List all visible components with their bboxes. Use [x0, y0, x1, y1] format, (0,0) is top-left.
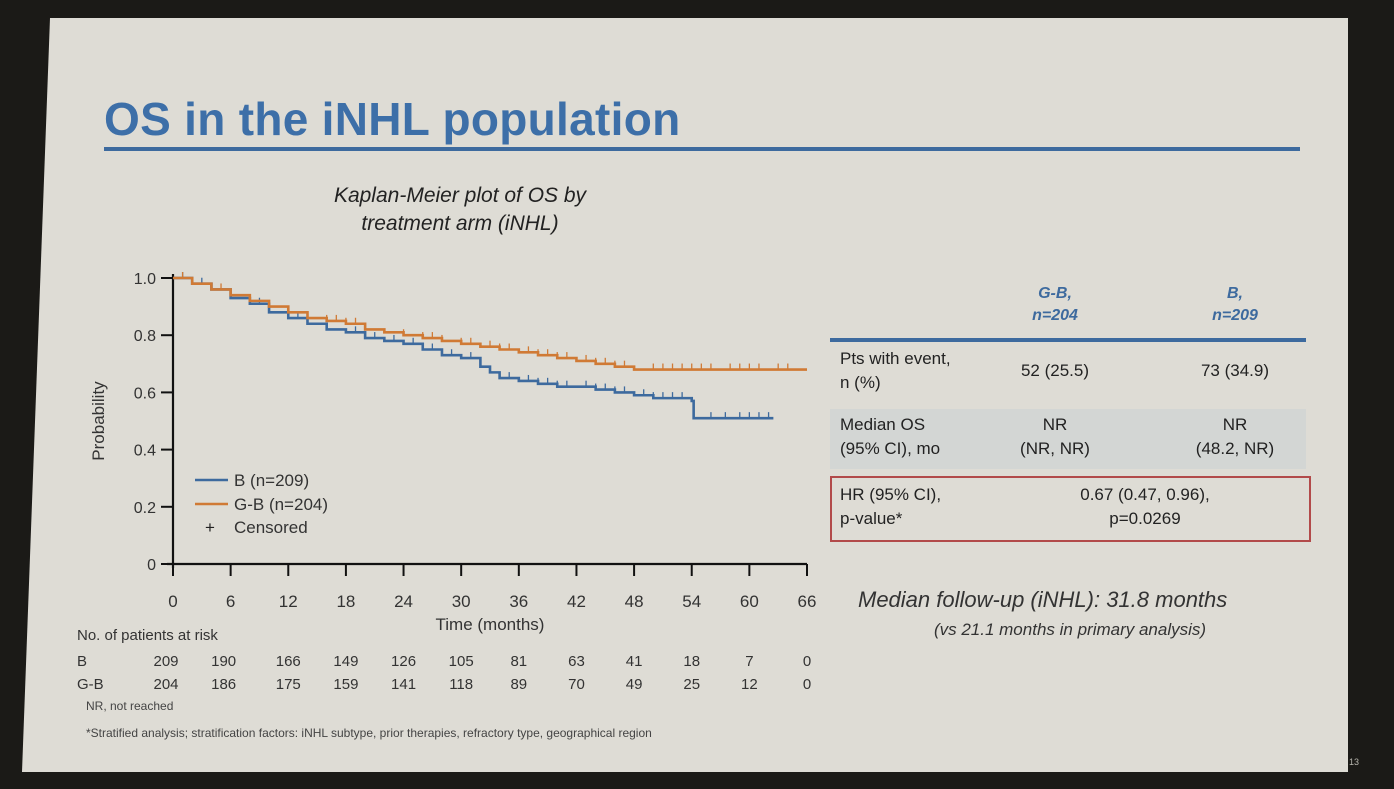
row-events-label-line1: Pts with event,	[840, 349, 951, 368]
column-header-b: B, n=209	[1160, 283, 1310, 327]
x-tick-label: 24	[394, 592, 413, 611]
risk-value: 7	[745, 653, 754, 670]
risk-value: 204	[153, 676, 179, 693]
risk-value: 149	[333, 653, 359, 670]
row-events-label-line2: n (%)	[840, 373, 881, 392]
y-tick-label: 0.2	[134, 500, 156, 517]
x-tick-label: 42	[567, 592, 586, 611]
risk-value: 209	[153, 653, 179, 670]
legend-label: Censored	[234, 518, 308, 537]
row-events-gb: 52 (25.5)	[1020, 361, 1090, 380]
chart-title-line-2: treatment arm (iNHL)	[361, 212, 559, 235]
column-header-b-line1: B,	[1227, 285, 1243, 302]
risk-value: 89	[510, 676, 528, 693]
risk-value: 49	[625, 676, 643, 693]
row-events-label: Pts with event, n (%)	[840, 347, 951, 395]
y-tick-label: 0.8	[134, 328, 156, 345]
risk-value: 118	[449, 676, 474, 693]
title-rule	[104, 147, 1300, 151]
x-tick-label: 36	[509, 592, 528, 611]
row-hr-label-line1: HR (95% CI),	[840, 485, 942, 504]
risk-value: 141	[391, 676, 417, 693]
column-header-gb-line1: G-B,	[1038, 285, 1072, 302]
row-median-b-value: NR	[1222, 415, 1248, 434]
footnote-stratified: *Stratified analysis; stratification fac…	[86, 726, 652, 740]
slide-title: OS in the iNHL population	[104, 93, 681, 145]
row-hr-value-line2: p=0.0269	[1109, 509, 1181, 528]
survival-curve	[173, 276, 807, 371]
risk-row-label-b: B	[77, 653, 88, 670]
chart-title: Kaplan-Meier plot of OS by treatment arm…	[270, 182, 650, 238]
x-tick-label: 60	[740, 592, 759, 611]
footnote-nr: NR, not reached	[86, 699, 174, 713]
legend-label: B (n=209)	[234, 471, 309, 490]
legend: B (n=209) G-B (n=204) + Censored	[195, 471, 328, 537]
risk-table-header: No. of patients at risk	[77, 627, 218, 644]
x-tick-label: 6	[226, 592, 235, 611]
y-tick-label: 0.4	[134, 443, 156, 460]
legend-censor-symbol: +	[205, 518, 215, 537]
risk-value: 105	[448, 653, 474, 670]
risk-value: 186	[211, 676, 237, 693]
hr-highlight-box	[830, 476, 1311, 542]
row-median-gb-ci: (NR, NR)	[1020, 439, 1090, 458]
series-layer	[173, 272, 807, 420]
series-gb	[173, 272, 807, 371]
row-median-gb: NR (NR, NR)	[980, 413, 1130, 461]
column-header-b-line2: n=209	[1212, 307, 1258, 324]
risk-value: 190	[211, 653, 237, 670]
median-followup-note: (vs 21.1 months in primary analysis)	[933, 620, 1207, 639]
risk-value: 81	[510, 653, 528, 670]
row-hr-value-line1: 0.67 (0.47, 0.96),	[1080, 485, 1210, 504]
risk-row-label-gb: G-B	[77, 676, 104, 693]
risk-value: 166	[275, 653, 301, 670]
y-tick-label: 0.6	[134, 385, 156, 402]
axes: 0 0.2 0.4 0.6 0.8 1.0 0 6 12 18 24 30 36 42 48 54 60 66 Ti…	[89, 271, 816, 634]
risk-value: 41	[625, 653, 643, 670]
y-tick-label: 1.0	[134, 271, 156, 288]
row-median-label: Median OS (95% CI), mo	[840, 413, 940, 461]
risk-value: 25	[683, 676, 701, 693]
x-tick-label: 48	[625, 592, 644, 611]
risk-value: 18	[683, 653, 701, 670]
row-median-b: NR (48.2, NR)	[1160, 413, 1310, 461]
x-tick-label: 66	[798, 592, 817, 611]
x-tick-label: 18	[336, 592, 355, 611]
page-number: 13	[1349, 757, 1360, 767]
row-hr-value: 0.67 (0.47, 0.96), p=0.0269	[990, 483, 1300, 531]
risk-value: 0	[802, 653, 812, 670]
risk-value: 159	[333, 676, 359, 693]
column-header-gb-line2: n=204	[1032, 307, 1078, 324]
risk-value: 70	[568, 676, 585, 693]
risk-value: 175	[275, 676, 301, 693]
row-median-label-line2: (95% CI), mo	[840, 439, 941, 458]
survival-curve	[173, 276, 774, 420]
row-median-label-line1: Median OS	[840, 415, 926, 434]
x-tick-label: 12	[279, 592, 298, 611]
column-header-gb: G-B, n=204	[980, 283, 1130, 327]
risk-value: 63	[568, 653, 585, 670]
row-median-gb-value: NR	[1042, 415, 1068, 434]
risk-value: 12	[741, 676, 758, 693]
table-header-rule	[830, 338, 1306, 342]
x-tick-label: 30	[452, 592, 471, 611]
slide	[22, 18, 1348, 772]
risk-value: 126	[391, 653, 417, 670]
y-tick-label: 0	[147, 557, 156, 574]
row-hr-label-line2: p-value*	[840, 509, 903, 528]
row-median-shade	[830, 409, 1306, 469]
legend-label: G-B (n=204)	[234, 495, 328, 514]
x-tick-label: 54	[682, 592, 701, 611]
row-median-b-ci: (48.2, NR)	[1195, 439, 1275, 458]
y-axis-label: Probability	[89, 381, 108, 461]
x-tick-label: 0	[168, 592, 177, 611]
row-hr-label: HR (95% CI), p-value*	[840, 483, 941, 531]
row-events-b: 73 (34.9)	[1200, 361, 1270, 380]
chart-title-line-1: Kaplan-Meier plot of OS by	[333, 184, 587, 207]
risk-value: 0	[802, 676, 812, 693]
median-followup: Median follow-up (iNHL): 31.8 months	[858, 587, 1228, 612]
x-axis-label: Time (months)	[436, 615, 545, 634]
series-b	[173, 272, 774, 420]
